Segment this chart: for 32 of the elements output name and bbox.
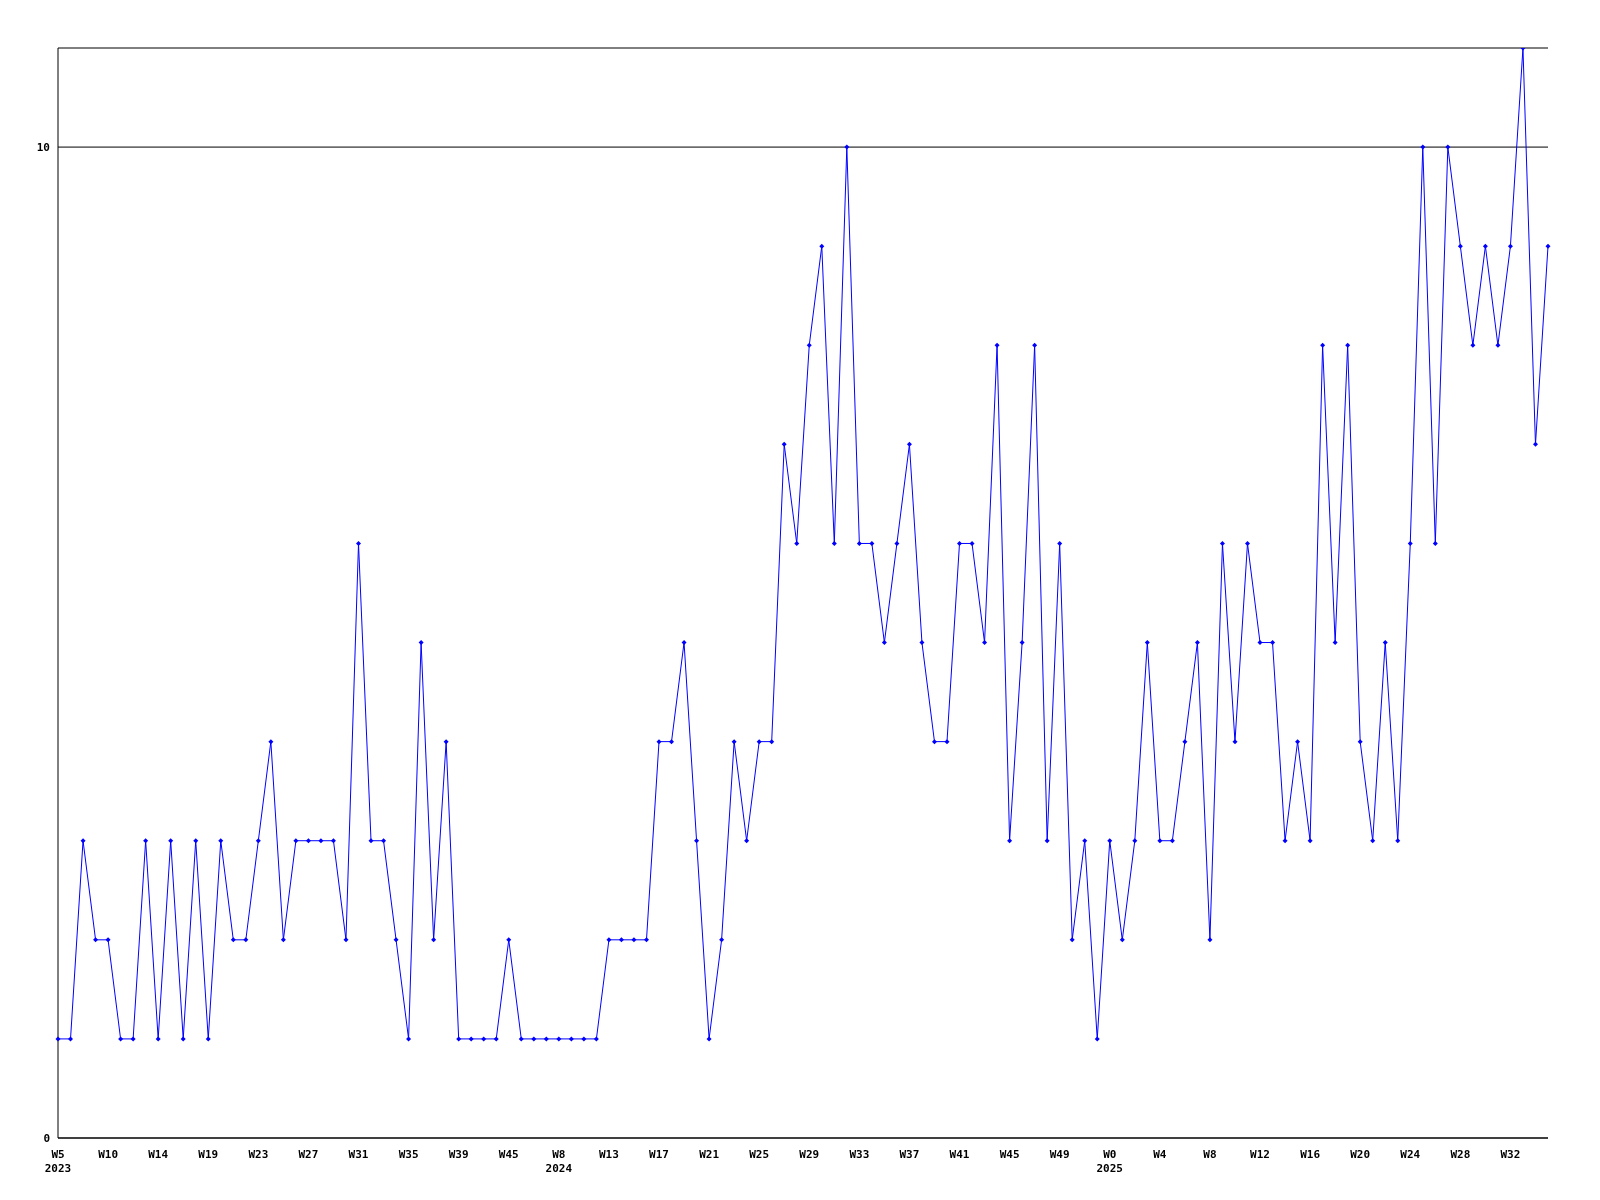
x-tick-label: W29 [799,1148,820,1161]
x-tick-label: W39 [448,1148,469,1161]
x-tick-label: W17 [649,1148,669,1161]
x-tick-label: W32 [1500,1148,1521,1161]
x-tick-label: W24 [1400,1148,1421,1161]
x-tick-label: W49 [1049,1148,1070,1161]
x-tick-label: W14 [148,1148,169,1161]
x-tick-label: W33 [849,1148,870,1161]
x-tick-label: W0 2025 [1096,1148,1124,1175]
x-tick-label: W5 2023 [44,1148,72,1175]
x-tick-label: W25 [749,1148,770,1161]
x-tick-label: W10 [98,1148,119,1161]
x-tick-label: W41 [949,1148,970,1161]
x-tick-label: W12 [1250,1148,1270,1161]
x-tick-label: W20 [1350,1148,1371,1161]
x-tick-label: W4 [1153,1148,1167,1161]
x-tick-label: W23 [248,1148,269,1161]
x-tick-label: W13 [598,1148,619,1161]
x-tick-label: W8 2024 [545,1148,573,1175]
y-tick-label: 10 [36,141,50,154]
x-tick-label: W28 [1450,1148,1471,1161]
x-tick-label: W35 [398,1148,419,1161]
x-tick-label: W31 [348,1148,369,1161]
x-tick-label: W27 [298,1148,319,1161]
x-tick-label: W45 [498,1148,519,1161]
x-tick-label: W8 [1203,1148,1217,1161]
x-tick-label: W16 [1300,1148,1321,1161]
x-tick-label: W45 [999,1148,1020,1161]
y-tick-label: 0 [43,1131,50,1145]
x-tick-label: W21 [699,1148,720,1161]
x-tick-label: W19 [198,1148,219,1161]
x-tick-label: W37 [899,1148,920,1161]
